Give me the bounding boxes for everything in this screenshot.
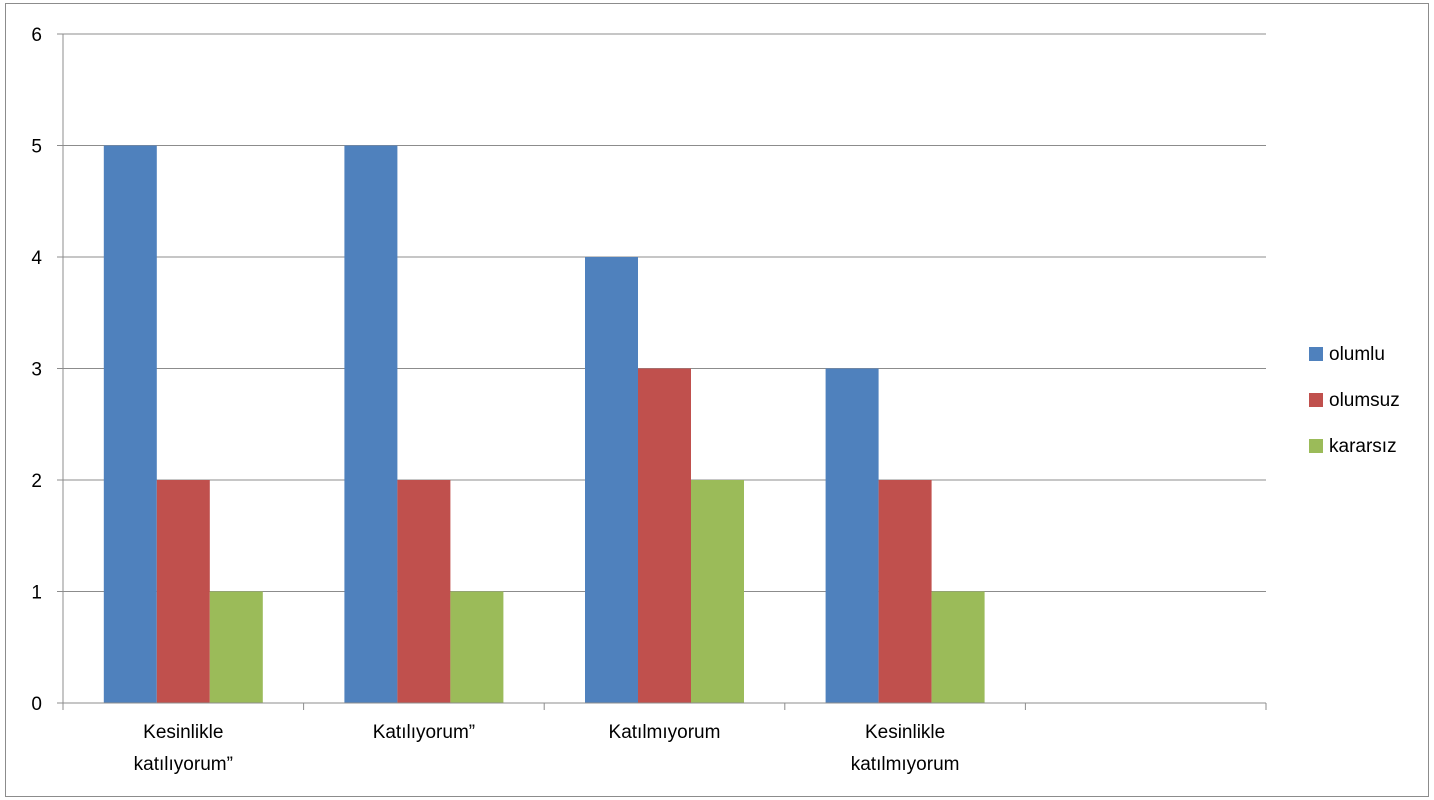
y-tick-label: 5 [31,137,42,158]
legend-swatch-olumsuz [1309,393,1323,407]
bar-kararsız [931,591,985,703]
y-tick-label: 3 [31,360,42,381]
bar-olumlu [585,257,638,703]
y-tick-label: 1 [31,583,42,604]
x-tick-label: katılmıyorum [851,754,960,775]
legend: olumlu olumsuz kararsız [1309,344,1400,457]
bar-olumlu [344,145,398,703]
y-tick-label: 2 [31,471,42,492]
bar-olumsuz [397,480,451,703]
bar-olumsuz [878,480,932,703]
legend-swatch-kararsız [1309,439,1323,453]
x-axis-tick-labels: Kesinlikle katılıyorum” Katılıyorum” Katılm… [134,722,960,775]
bar-kararsız [450,591,504,703]
x-tick-label: Katılmıyorum [609,722,721,743]
bar-olumsuz [156,480,210,703]
bar-olumlu [103,145,157,703]
y-tick-label: 4 [31,248,42,269]
chart-frame: 0 1 2 3 4 5 6 Kesinlikle katılıyorum” Katılıyoru… [5,3,1429,797]
bar-olumlu [825,368,879,703]
legend-label-olumlu: olumlu [1329,344,1385,365]
x-tick-label: Katılıyorum” [373,722,475,743]
bars [103,145,985,703]
y-tick-label: 6 [31,25,42,46]
axes [57,33,1267,710]
y-tick-label: 0 [31,694,42,715]
bar-olumsuz [638,368,691,703]
x-tick-label: Kesinlikle [143,722,223,743]
bar-chart: 0 1 2 3 4 5 6 Kesinlikle katılıyorum” Katılıyoru… [31,25,1400,775]
legend-label-kararsız: kararsız [1329,436,1397,457]
bar-kararsız [691,480,744,703]
y-axis-tick-labels: 0 1 2 3 4 5 6 [31,25,42,715]
x-tick-label: katılıyorum” [134,754,233,775]
legend-swatch-olumlu [1309,347,1323,361]
x-tick-label: Kesinlikle [865,722,945,743]
bar-kararsız [209,591,263,703]
legend-label-olumsuz: olumsuz [1329,390,1400,411]
